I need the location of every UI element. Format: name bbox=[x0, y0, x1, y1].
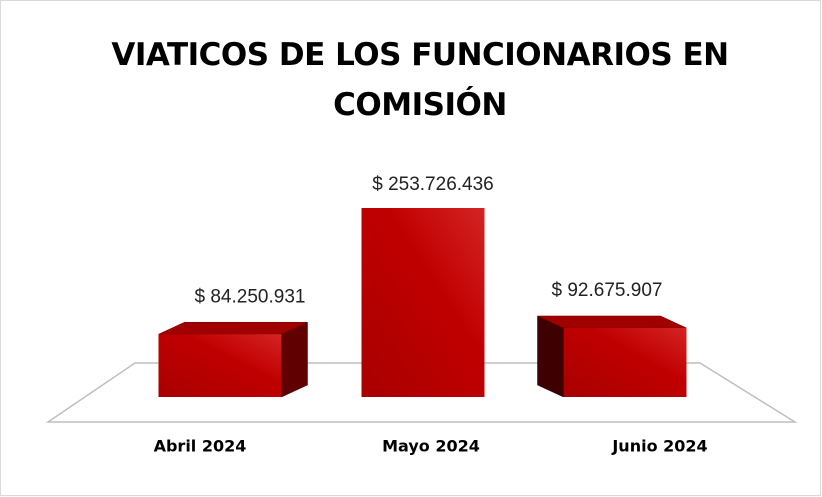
bar bbox=[158, 334, 282, 397]
value-label: $ 84.250.931 bbox=[195, 286, 306, 307]
bar bbox=[563, 327, 687, 397]
x-tick-label: Mayo 2024 bbox=[382, 437, 480, 456]
x-tick-label: Junio 2024 bbox=[611, 437, 707, 456]
bar-top bbox=[158, 321, 308, 335]
chart-title: VIATICOS DE LOS FUNCIONARIOS EN COMISIÓN bbox=[111, 37, 729, 123]
bar bbox=[361, 208, 485, 397]
x-tick-label: Abril 2024 bbox=[154, 437, 247, 456]
value-label: $ 92.675.907 bbox=[552, 280, 663, 301]
bar-top bbox=[537, 315, 687, 329]
bar-side bbox=[281, 321, 308, 398]
bar-side bbox=[537, 315, 564, 398]
value-label: $ 253.726.436 bbox=[372, 174, 494, 195]
